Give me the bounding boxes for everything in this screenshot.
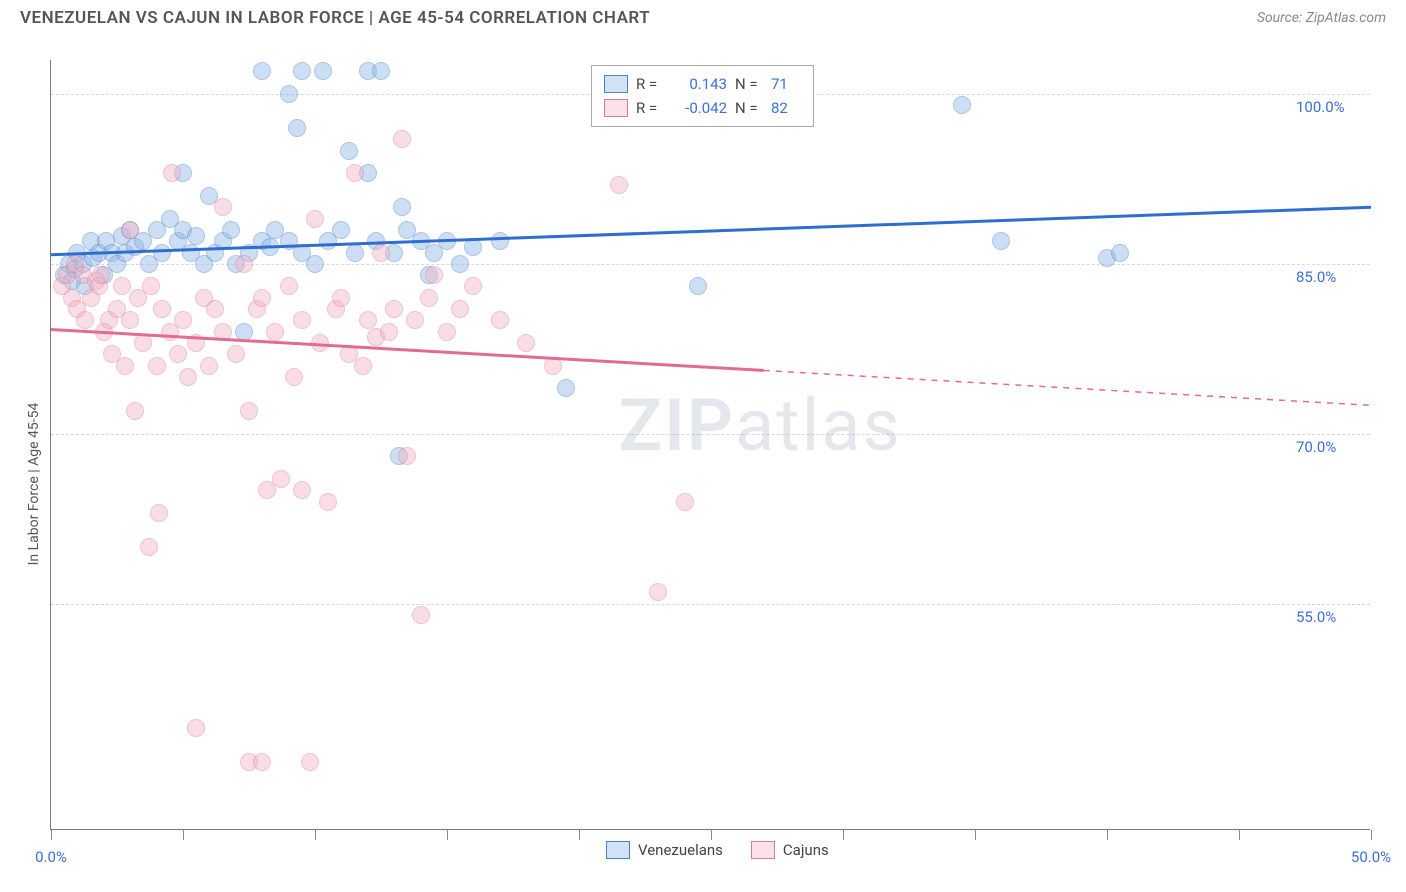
legend-item: Cajuns bbox=[751, 841, 829, 859]
x-tick-label: 50.0% bbox=[1351, 848, 1391, 866]
chart-plot-area: 55.0%70.0%85.0%100.0%0.0%50.0%In Labor F… bbox=[50, 60, 1370, 830]
series-swatch bbox=[604, 75, 628, 93]
x-tick-mark bbox=[51, 830, 52, 840]
x-tick-mark bbox=[711, 830, 712, 840]
x-tick-mark bbox=[1239, 830, 1240, 840]
chart-title: VENEZUELAN VS CAJUN IN LABOR FORCE | AGE… bbox=[20, 8, 650, 28]
legend-item: Venezuelans bbox=[606, 841, 723, 859]
correlation-row: R = -0.042 N = 82 bbox=[604, 96, 801, 120]
n-label: N = bbox=[735, 72, 763, 96]
legend-label: Cajuns bbox=[783, 841, 829, 859]
x-tick-mark bbox=[447, 830, 448, 840]
y-axis-label: In Labor Force | Age 45-54 bbox=[26, 402, 42, 565]
n-value: 71 bbox=[771, 72, 801, 96]
x-tick-mark bbox=[183, 830, 184, 840]
bottom-legend: Venezuelans Cajuns bbox=[606, 841, 829, 859]
x-tick-label: 0.0% bbox=[35, 848, 67, 866]
trend-lines bbox=[51, 60, 1371, 830]
r-value: -0.042 bbox=[672, 96, 727, 120]
source-label: Source: ZipAtlas.com bbox=[1257, 10, 1386, 26]
x-tick-mark bbox=[1107, 830, 1108, 840]
n-label: N = bbox=[735, 96, 763, 120]
r-value: 0.143 bbox=[672, 72, 727, 96]
r-label: R = bbox=[636, 96, 664, 120]
x-tick-mark bbox=[975, 830, 976, 840]
n-value: 82 bbox=[771, 96, 801, 120]
correlation-box: R = 0.143 N = 71 R = -0.042 N = 82 bbox=[591, 65, 814, 127]
legend-swatch bbox=[606, 841, 630, 859]
correlation-row: R = 0.143 N = 71 bbox=[604, 72, 801, 96]
legend-swatch bbox=[751, 841, 775, 859]
series-swatch bbox=[604, 99, 628, 117]
legend-label: Venezuelans bbox=[638, 841, 723, 859]
x-tick-mark bbox=[1371, 830, 1372, 840]
x-tick-mark bbox=[579, 830, 580, 840]
r-label: R = bbox=[636, 72, 664, 96]
x-tick-mark bbox=[843, 830, 844, 840]
x-tick-mark bbox=[315, 830, 316, 840]
